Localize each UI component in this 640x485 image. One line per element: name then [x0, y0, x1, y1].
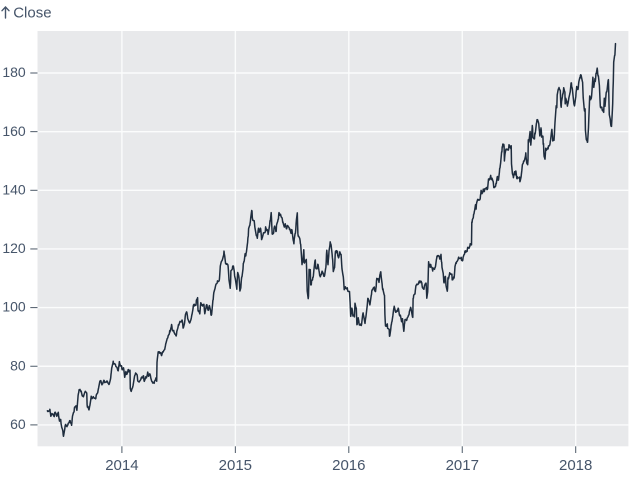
svg-text:100: 100 — [2, 299, 26, 315]
svg-text:80: 80 — [10, 357, 26, 373]
svg-text:2015: 2015 — [219, 457, 252, 474]
svg-text:160: 160 — [2, 123, 26, 139]
svg-text:120: 120 — [2, 240, 26, 256]
svg-text:2018: 2018 — [559, 457, 592, 474]
svg-text:140: 140 — [2, 181, 26, 197]
svg-text:60: 60 — [10, 416, 26, 432]
svg-text:2016: 2016 — [332, 457, 365, 474]
svg-text:180: 180 — [2, 64, 26, 80]
svg-text:2014: 2014 — [105, 457, 138, 474]
svg-text:2017: 2017 — [446, 457, 479, 474]
svg-text:Close: Close — [13, 5, 51, 22]
